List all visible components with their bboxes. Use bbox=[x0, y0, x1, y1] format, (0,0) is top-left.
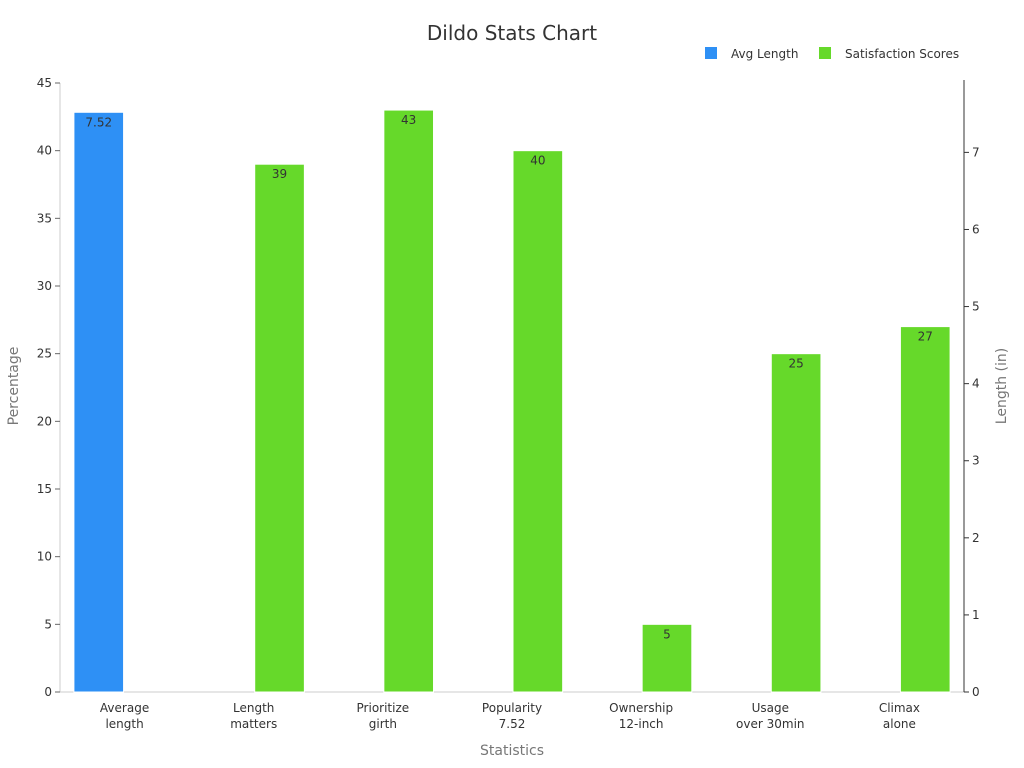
data-label: 7.52 bbox=[85, 115, 112, 129]
legend-label: Satisfaction Scores bbox=[845, 47, 959, 61]
legend-swatch bbox=[705, 47, 717, 59]
y2-tick-label: 0 bbox=[972, 685, 980, 699]
y-tick-label: 35 bbox=[37, 211, 52, 225]
legend: Avg Length Satisfaction Scores bbox=[705, 47, 959, 61]
bar bbox=[383, 109, 435, 693]
y-tick-label: 20 bbox=[37, 414, 52, 428]
y2-tick-label: 2 bbox=[972, 531, 980, 545]
x-tick-label: Climax alone bbox=[879, 701, 920, 731]
bar bbox=[254, 163, 305, 693]
y-tick-label: 30 bbox=[37, 279, 52, 293]
x-axis-label: Statistics bbox=[480, 743, 544, 759]
y2-tick-label: 1 bbox=[972, 608, 980, 622]
y-tick-label: 45 bbox=[37, 76, 52, 90]
y-tick-label: 15 bbox=[37, 482, 52, 496]
y2-tick-label: 5 bbox=[972, 300, 980, 314]
data-label: 25 bbox=[788, 357, 803, 371]
data-label: 40 bbox=[530, 154, 545, 168]
data-label: 43 bbox=[401, 113, 416, 127]
y2-axis-label: Length (in) bbox=[994, 348, 1010, 424]
legend-label: Avg Length bbox=[731, 47, 798, 61]
bars bbox=[73, 109, 951, 693]
x-tick-label: Prioritize girth bbox=[357, 701, 410, 731]
legend-swatch bbox=[819, 47, 831, 59]
x-tick-label: Ownership 12-inch bbox=[609, 701, 673, 731]
chart-title: Dildo Stats Chart bbox=[427, 21, 597, 45]
y2-tick-label: 4 bbox=[972, 377, 980, 391]
y-tick-label: 0 bbox=[44, 685, 52, 699]
y-tick-label: 25 bbox=[37, 347, 52, 361]
data-label: 39 bbox=[272, 167, 287, 181]
bar bbox=[899, 326, 951, 693]
y2-tick-label: 7 bbox=[972, 145, 980, 159]
x-tick-label: Length matters bbox=[230, 701, 277, 731]
x-tick-label: Usage over 30min bbox=[736, 701, 804, 731]
bar bbox=[770, 353, 822, 693]
data-labels: 7.52 39 43 40 5 25 27 bbox=[85, 113, 933, 641]
y-tick-label: 10 bbox=[37, 550, 52, 564]
y-axis-label: Percentage bbox=[6, 347, 22, 426]
x-tick-label: Popularity 7.52 bbox=[482, 701, 542, 731]
data-label: 27 bbox=[918, 330, 933, 344]
bar bbox=[641, 623, 693, 693]
x-tick-label: Average length bbox=[100, 701, 149, 731]
y-tick-label: 40 bbox=[37, 144, 52, 158]
y2-tick-label: 3 bbox=[972, 454, 980, 468]
bar bbox=[512, 150, 564, 693]
bar bbox=[73, 111, 125, 693]
y-tick-label: 5 bbox=[44, 617, 52, 631]
y2-tick-label: 6 bbox=[972, 222, 980, 236]
data-label: 5 bbox=[663, 627, 671, 641]
